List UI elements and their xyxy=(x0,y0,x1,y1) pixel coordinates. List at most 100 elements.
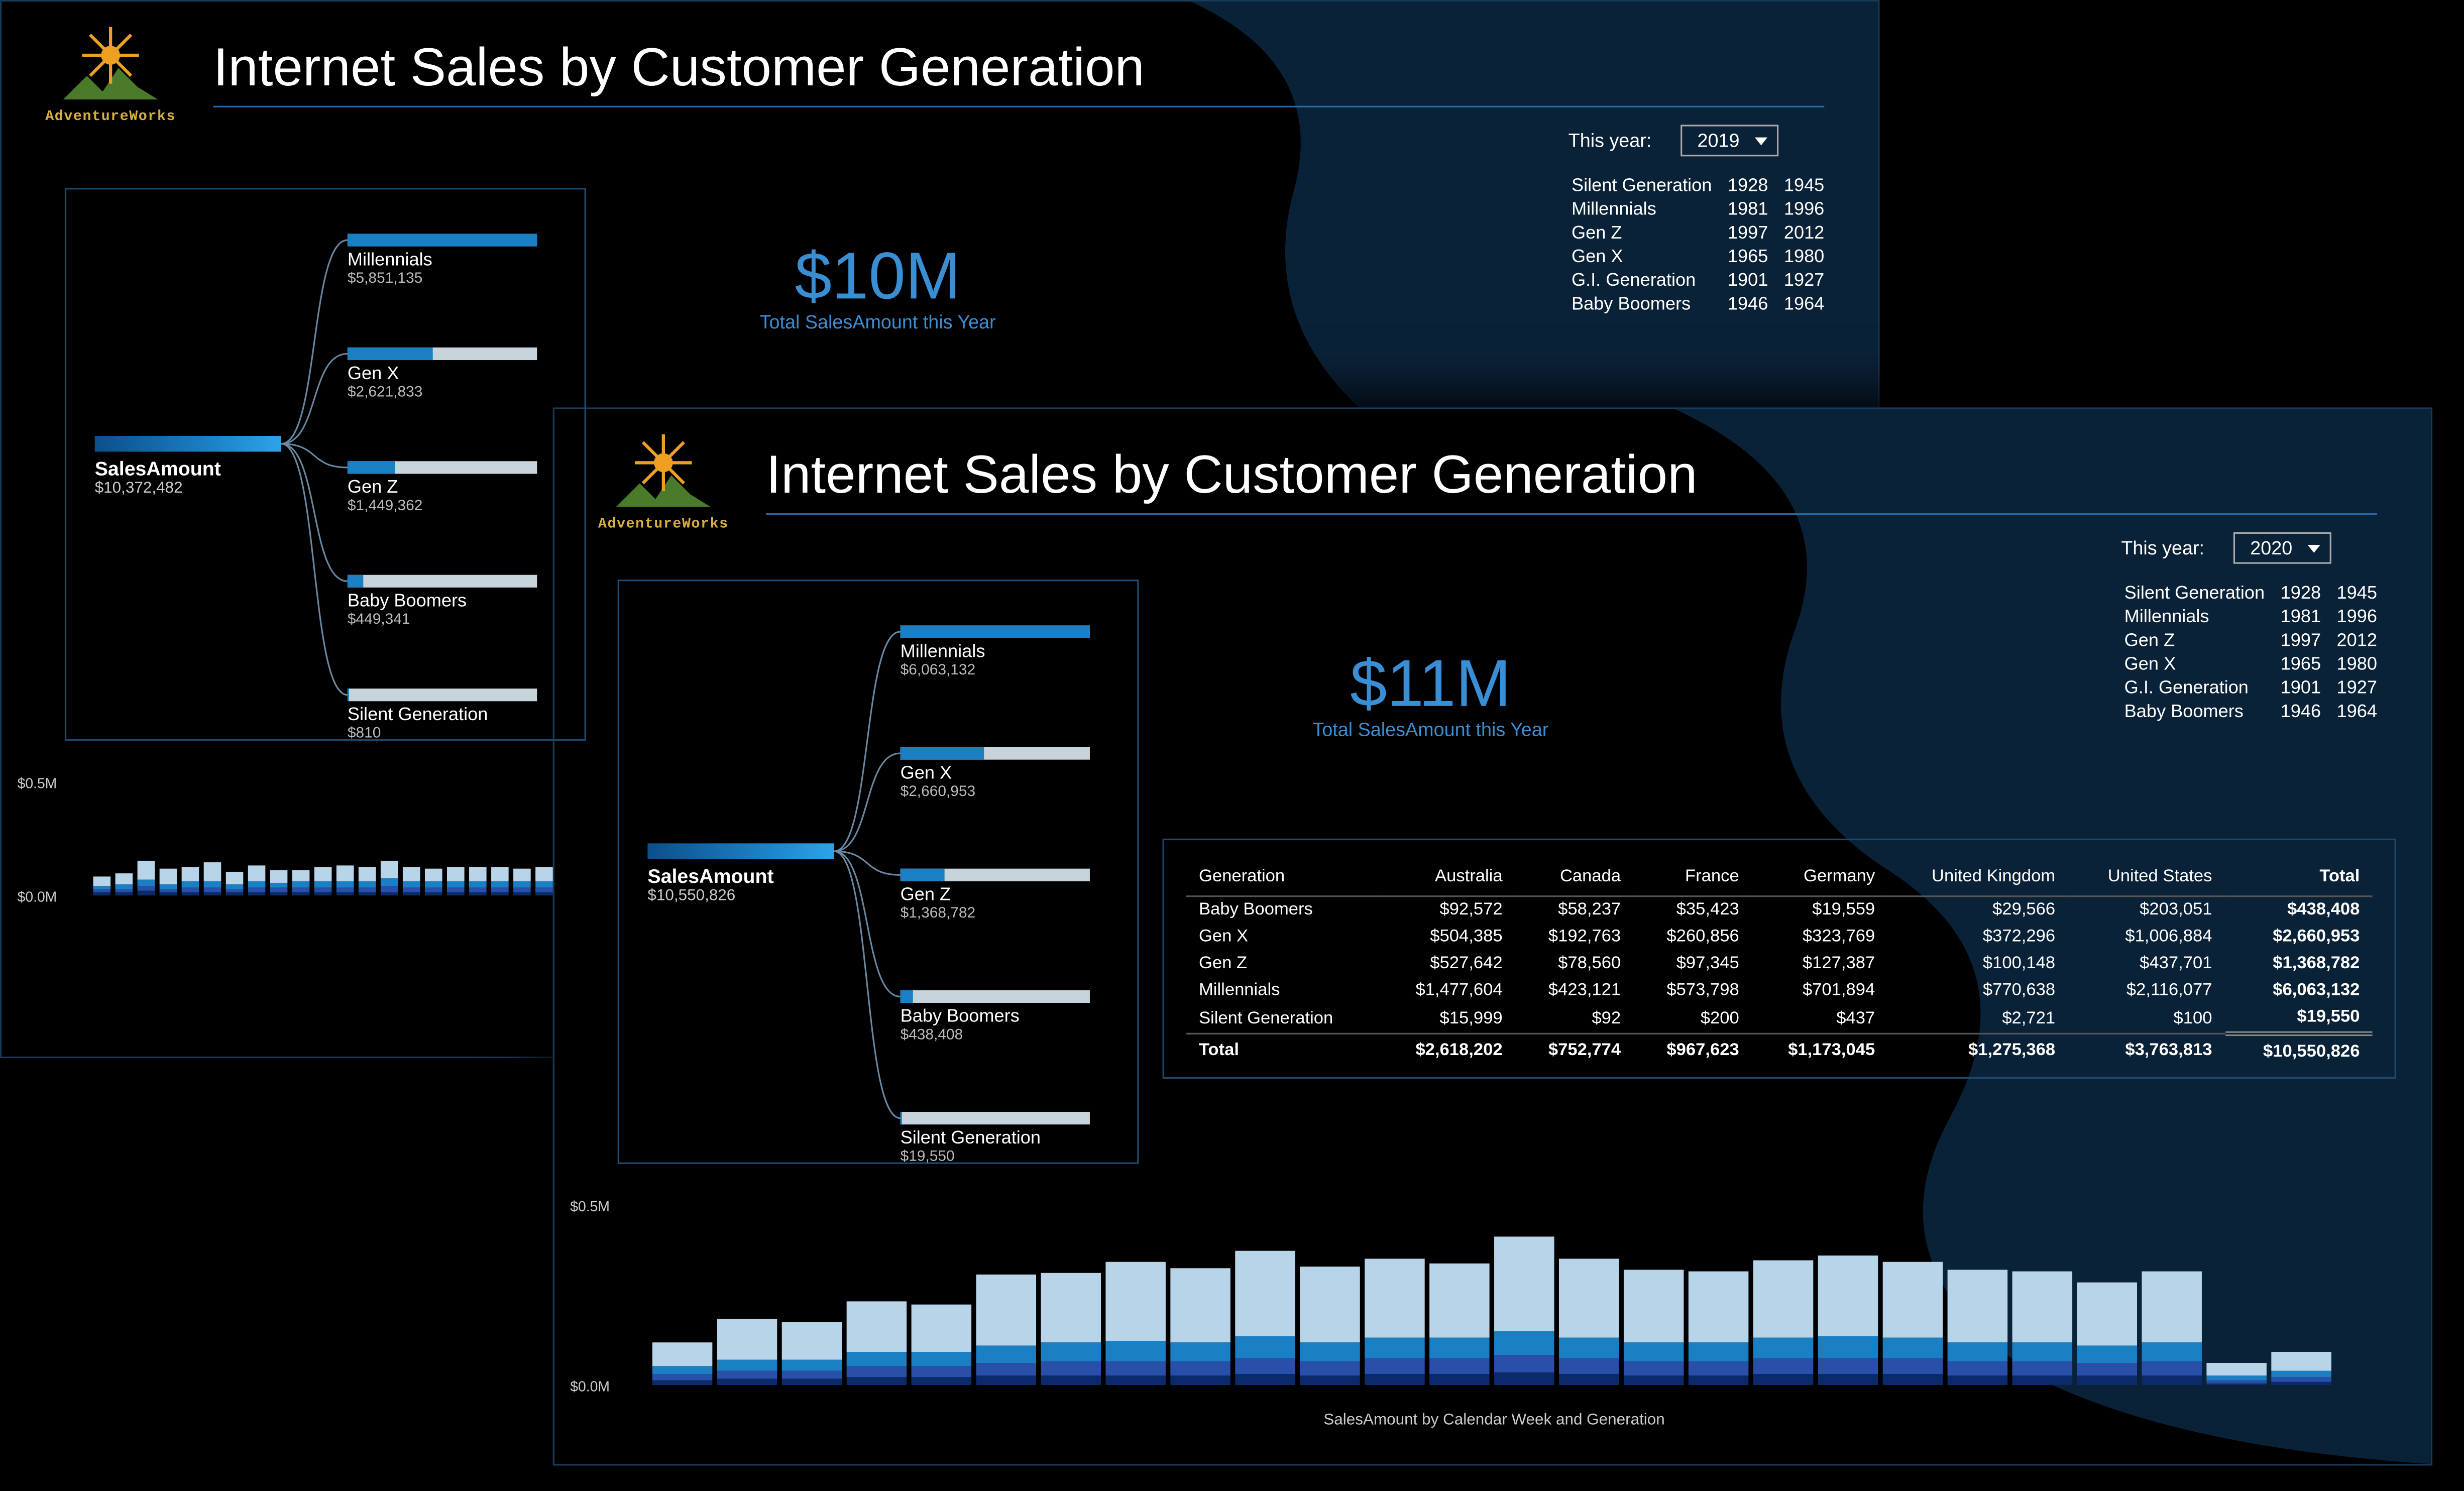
week-bar[interactable] xyxy=(1883,1262,1943,1385)
week-bar[interactable] xyxy=(1041,1273,1101,1385)
matrix-header[interactable]: United Kingdom xyxy=(1887,862,2068,895)
matrix-header[interactable]: Generation xyxy=(1186,862,1379,895)
decomp-child[interactable]: Gen Z$1,449,362 xyxy=(348,461,537,515)
week-bar[interactable] xyxy=(138,861,155,895)
generation-row: Gen Z19972012 xyxy=(1572,222,1837,243)
week-bar[interactable] xyxy=(425,869,442,895)
title-underline xyxy=(766,513,2377,515)
week-bar[interactable] xyxy=(1753,1260,1814,1385)
decomp-child[interactable]: Baby Boomers$438,408 xyxy=(901,990,1090,1044)
decomp-child[interactable]: Baby Boomers$449,341 xyxy=(348,575,537,629)
week-bar[interactable] xyxy=(535,867,553,896)
decomp-child[interactable]: Gen Z$1,368,782 xyxy=(901,869,1090,923)
matrix-header[interactable]: France xyxy=(1633,862,1752,895)
decomp-child[interactable]: Gen X$2,621,833 xyxy=(348,348,537,401)
week-bar[interactable] xyxy=(226,872,244,895)
week-bar[interactable] xyxy=(160,869,177,895)
brand-logo: AdventureWorks xyxy=(40,21,182,125)
title-underline xyxy=(213,106,1825,107)
filter-panel: This year: 2020 Silent Generation1928194… xyxy=(2121,532,2393,725)
week-bar[interactable] xyxy=(204,862,221,895)
brand-name: AdventureWorks xyxy=(40,109,182,125)
week-bar[interactable] xyxy=(1105,1262,1166,1385)
week-bar[interactable] xyxy=(314,867,332,896)
week-bar[interactable] xyxy=(1559,1258,1619,1385)
week-bar[interactable] xyxy=(1365,1258,1425,1385)
week-bar[interactable] xyxy=(182,867,199,896)
week-bar[interactable] xyxy=(403,867,420,896)
decomposition-tree[interactable]: SalesAmount$10,372,482 Millennials$5,851,… xyxy=(65,188,586,741)
matrix-header[interactable]: Germany xyxy=(1752,862,1888,895)
matrix-row[interactable]: Gen X$504,385$192,763$260,856$323,769$37… xyxy=(1186,923,2373,950)
week-bar[interactable] xyxy=(359,867,376,896)
decomposition-tree[interactable]: SalesAmount$10,550,826 Millennials$6,063,… xyxy=(618,580,1139,1164)
week-bar[interactable] xyxy=(491,867,509,896)
week-bar[interactable] xyxy=(2077,1283,2138,1385)
week-bar[interactable] xyxy=(93,876,111,895)
week-bar[interactable] xyxy=(2206,1363,2267,1385)
page-title: Internet Sales by Customer Generation xyxy=(766,445,2393,507)
generation-row: Gen Z19972012 xyxy=(2124,630,2390,651)
year-dropdown[interactable]: 2020 xyxy=(2233,532,2332,564)
weekly-bar-chart[interactable]: $0.5M $0.0M SalesAmount by Calendar Week… xyxy=(570,1199,2418,1436)
week-bar[interactable] xyxy=(248,865,266,895)
generation-ranges-table: Silent Generation19281945 Millennials1981… xyxy=(2121,580,2393,725)
week-bar[interactable] xyxy=(292,870,310,895)
week-bar[interactable] xyxy=(2271,1352,2331,1385)
week-bar[interactable] xyxy=(469,867,487,896)
decomp-child[interactable]: Gen X$2,660,953 xyxy=(901,747,1090,801)
week-bar[interactable] xyxy=(337,865,354,895)
week-bar[interactable] xyxy=(116,873,133,895)
week-bar[interactable] xyxy=(782,1322,842,1385)
y-axis-bottom: $0.0M xyxy=(18,889,57,905)
decomp-root[interactable]: SalesAmount$10,372,482 xyxy=(95,436,281,498)
matrix-header[interactable]: United States xyxy=(2068,862,2224,895)
matrix-header[interactable]: Total xyxy=(2225,862,2373,895)
week-bar[interactable] xyxy=(652,1342,713,1385)
decomp-child[interactable]: Millennials$6,063,132 xyxy=(901,625,1090,679)
week-bar[interactable] xyxy=(2012,1272,2073,1385)
week-bar[interactable] xyxy=(381,861,398,895)
week-bar[interactable] xyxy=(976,1275,1037,1385)
y-axis-bottom: $0.0M xyxy=(570,1379,610,1394)
matrix-row[interactable]: Gen Z$527,642$78,560$97,345$127,387$100,… xyxy=(1186,950,2373,977)
week-bar[interactable] xyxy=(2142,1272,2202,1385)
generation-row: Millennials19811996 xyxy=(1572,199,1837,219)
weekly-bar-chart[interactable]: $0.5M $0.0M xyxy=(18,775,571,917)
decomp-child[interactable]: Silent Generation$19,550 xyxy=(901,1112,1090,1166)
week-bar[interactable] xyxy=(270,870,288,895)
y-axis-top: $0.5M xyxy=(570,1199,610,1214)
matrix-row[interactable]: Baby Boomers$92,572$58,237$35,423$19,559… xyxy=(1186,895,2373,923)
decomp-root[interactable]: SalesAmount$10,550,826 xyxy=(647,843,834,905)
week-bar[interactable] xyxy=(447,867,465,896)
y-axis-top: $0.5M xyxy=(18,775,57,791)
sales-matrix[interactable]: GenerationAustraliaCanadaFranceGermanyUn… xyxy=(1163,839,2396,1079)
generation-row: Silent Generation19281945 xyxy=(2124,583,2390,603)
week-bar[interactable] xyxy=(912,1305,972,1385)
week-bar[interactable] xyxy=(1300,1267,1360,1385)
week-bar[interactable] xyxy=(1235,1251,1295,1385)
generation-row: Gen X19651980 xyxy=(2124,654,2390,674)
decomp-child[interactable]: Silent Generation$810 xyxy=(348,689,537,742)
week-bar[interactable] xyxy=(1170,1268,1230,1385)
generation-row: Millennials19811996 xyxy=(2124,607,2390,627)
matrix-header[interactable]: Australia xyxy=(1379,862,1515,895)
year-filter-label: This year: xyxy=(2121,537,2204,559)
week-bar[interactable] xyxy=(847,1301,907,1385)
week-bar[interactable] xyxy=(1624,1270,1684,1385)
kpi-card: $11M Total SalesAmount this Year xyxy=(1312,646,1548,741)
matrix-row[interactable]: Millennials$1,477,604$423,121$573,798$70… xyxy=(1186,977,2373,1003)
week-bar[interactable] xyxy=(1494,1236,1554,1385)
week-bar[interactable] xyxy=(1948,1270,2008,1385)
matrix-row[interactable]: Silent Generation$15,999$92$200$437$2,72… xyxy=(1186,1004,2373,1033)
report-2020: AdventureWorks Internet Sales by Custome… xyxy=(553,407,2432,1465)
week-bar[interactable] xyxy=(513,869,531,895)
week-bar[interactable] xyxy=(1429,1264,1490,1385)
decomp-child[interactable]: Millennials$5,851,135 xyxy=(348,234,537,287)
year-dropdown[interactable]: 2019 xyxy=(1680,125,1779,156)
week-bar[interactable] xyxy=(1818,1255,1878,1385)
week-bar[interactable] xyxy=(1689,1272,1749,1385)
year-filter-label: This year: xyxy=(1569,130,1652,152)
matrix-header[interactable]: Canada xyxy=(1515,862,1634,895)
week-bar[interactable] xyxy=(717,1319,777,1385)
